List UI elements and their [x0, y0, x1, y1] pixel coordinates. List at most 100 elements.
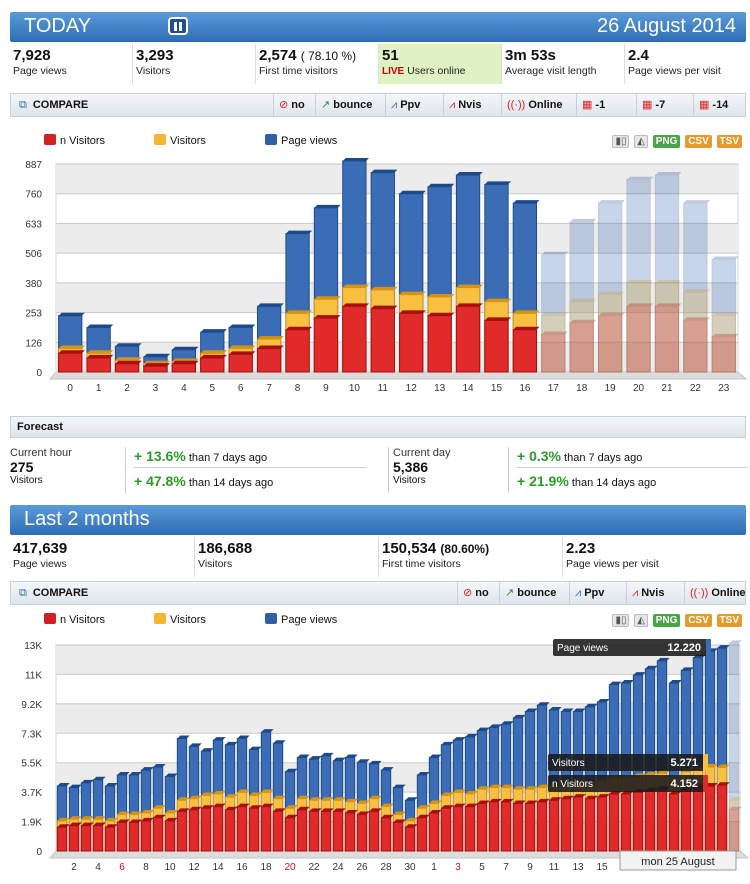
y-tick-label: 11K: [25, 670, 42, 681]
forecast-hour: Current hour 275 Visitors: [10, 447, 72, 486]
n-visitors-bar: [597, 312, 625, 373]
forecast-day-7days: + 0.3% than 7 days ago: [517, 448, 643, 464]
compare-no-button[interactable]: ⊘ no: [273, 94, 310, 116]
x-tick-label: 18: [576, 383, 588, 394]
page-views-bar: [654, 172, 682, 373]
n-visitors-bar: [464, 803, 478, 852]
compare-online-button[interactable]: ((·)) Online: [501, 94, 568, 116]
visitors-bar: [541, 312, 568, 373]
n-visitors-bar: [248, 805, 262, 852]
export-csv-button[interactable]: CSV: [685, 135, 712, 148]
live-icon: LIVE: [382, 66, 405, 77]
n-visitors-bar: [711, 333, 739, 373]
x-tick-label: 9: [527, 862, 533, 873]
bar-chart-icon[interactable]: ▮▯: [612, 135, 630, 148]
compare-minus7-button[interactable]: ▦ -7: [636, 94, 670, 116]
months-export-tools: ▮▯ ◭ PNG CSV TSV: [610, 614, 742, 627]
pause-icon[interactable]: [168, 17, 188, 35]
y-tick-label: 0: [36, 847, 42, 858]
n-visitors-bar: [308, 808, 322, 852]
months-compare-online-button[interactable]: ((·)) Online: [684, 582, 750, 604]
x-tick-label: 24: [332, 862, 344, 873]
svg-text:Page views: Page views: [557, 643, 608, 654]
n-visitors-bar: [536, 798, 550, 852]
months-export-tsv-button[interactable]: TSV: [716, 614, 742, 627]
x-tick-label: 12: [188, 862, 200, 873]
n-visitors-bar: [560, 795, 574, 852]
compare-bounce-button[interactable]: ↗ bounce: [315, 94, 377, 116]
n-visitors-bar: [440, 805, 454, 852]
compare-minus1-button[interactable]: ▦ -1: [576, 94, 610, 116]
x-tick-label: 21: [661, 383, 673, 394]
months-legend-n-visitors[interactable]: n Visitors: [44, 613, 105, 626]
n-visitors-bar: [500, 798, 514, 852]
y-tick-label: 9.2K: [21, 700, 42, 711]
x-tick-label: 16: [519, 383, 531, 394]
n-visitors-bar: [128, 819, 142, 852]
grid-band: [56, 342, 738, 372]
n-visitors-bar: [80, 822, 94, 852]
legend-page-views[interactable]: Page views: [265, 134, 337, 147]
n-visitors-bar: [392, 819, 406, 852]
x-tick-label: 16: [236, 862, 248, 873]
months-export-csv-button[interactable]: CSV: [685, 614, 712, 627]
months-stat-first-time-visitors: 150,534 (80.60%) First time visitors: [379, 537, 563, 577]
months-legend-visitors[interactable]: Visitors: [154, 613, 206, 626]
y-tick-label: 633: [25, 219, 42, 230]
months-export-png-button[interactable]: PNG: [652, 614, 681, 627]
n-visitors-bar: [452, 803, 466, 852]
forecast-hour-14days: + 47.8% than 14 days ago: [134, 473, 274, 489]
months-stats: 417,639 Page views 186,688 Visitors 150,…: [10, 537, 746, 577]
months-compare-no-button[interactable]: ⊘ no: [457, 582, 494, 604]
months-compare-bounce-button[interactable]: ↗ bounce: [499, 582, 561, 604]
compare-minus14-button[interactable]: ▦ -14: [693, 94, 733, 116]
n-visitors-bar: [296, 806, 310, 852]
months-compare-title[interactable]: COMPARE: [19, 587, 88, 600]
n-visitors-bar: [484, 317, 512, 373]
y-tick-label: 7.3K: [21, 729, 42, 740]
y-tick-label: 0: [36, 368, 42, 379]
y-tick-label: 13K: [24, 641, 42, 652]
compare-ppv-button[interactable]: ⩘ Ppv: [385, 94, 425, 116]
y-tick-label: 887: [25, 160, 42, 171]
n-visitors-bar: [399, 310, 426, 373]
n-visitors-bar: [56, 824, 70, 852]
legend-n-visitors[interactable]: n Visitors: [44, 134, 105, 147]
export-png-button[interactable]: PNG: [652, 135, 681, 148]
months-bar-chart-icon[interactable]: ▮▯: [612, 614, 630, 627]
x-tick-label: 7: [503, 862, 509, 873]
n-visitors-bar: [152, 814, 166, 852]
legend-visitors[interactable]: Visitors: [154, 134, 206, 147]
visitors-bar: [711, 312, 739, 373]
compare-title[interactable]: COMPARE: [19, 99, 88, 112]
compare-nvis-button[interactable]: ⩘ Nvis: [443, 94, 486, 116]
export-tsv-button[interactable]: TSV: [716, 135, 742, 148]
tooltip-date: mon 25 August: [619, 850, 737, 871]
n-visitors-bar: [541, 331, 568, 373]
grid-band: [56, 164, 738, 194]
area-chart-icon[interactable]: ◭: [634, 135, 648, 148]
n-visitors-bar: [114, 360, 142, 373]
x-tick-label: 10: [164, 862, 176, 873]
y-tick-label: 126: [25, 338, 42, 349]
x-tick-label: 2: [71, 862, 77, 873]
x-tick-label: 14: [462, 383, 474, 394]
x-tick-label: 15: [491, 383, 503, 394]
n-visitors-bar: [313, 315, 341, 373]
y-tick-label: 253: [25, 309, 42, 320]
plot-area: [55, 163, 739, 373]
months-compare-ppv-button[interactable]: ⩘ Ppv: [569, 582, 609, 604]
months-area-chart-icon[interactable]: ◭: [634, 614, 648, 627]
x-tick-label: 28: [380, 862, 392, 873]
x-tick-label: 3: [455, 862, 461, 873]
n-visitors-bar: [404, 824, 418, 852]
n-visitors-bar: [572, 794, 586, 852]
months-stat-page-views: 417,639 Page views: [10, 537, 195, 577]
n-visitors-bar: [256, 345, 284, 373]
months-compare-nvis-button[interactable]: ⩘ Nvis: [626, 582, 669, 604]
today-header: TODAY 26 August 2014: [10, 12, 746, 42]
x-tick-label: 11: [549, 862, 560, 873]
months-stat-visitors: 186,688 Visitors: [195, 537, 379, 577]
months-legend-page-views[interactable]: Page views: [265, 613, 337, 626]
